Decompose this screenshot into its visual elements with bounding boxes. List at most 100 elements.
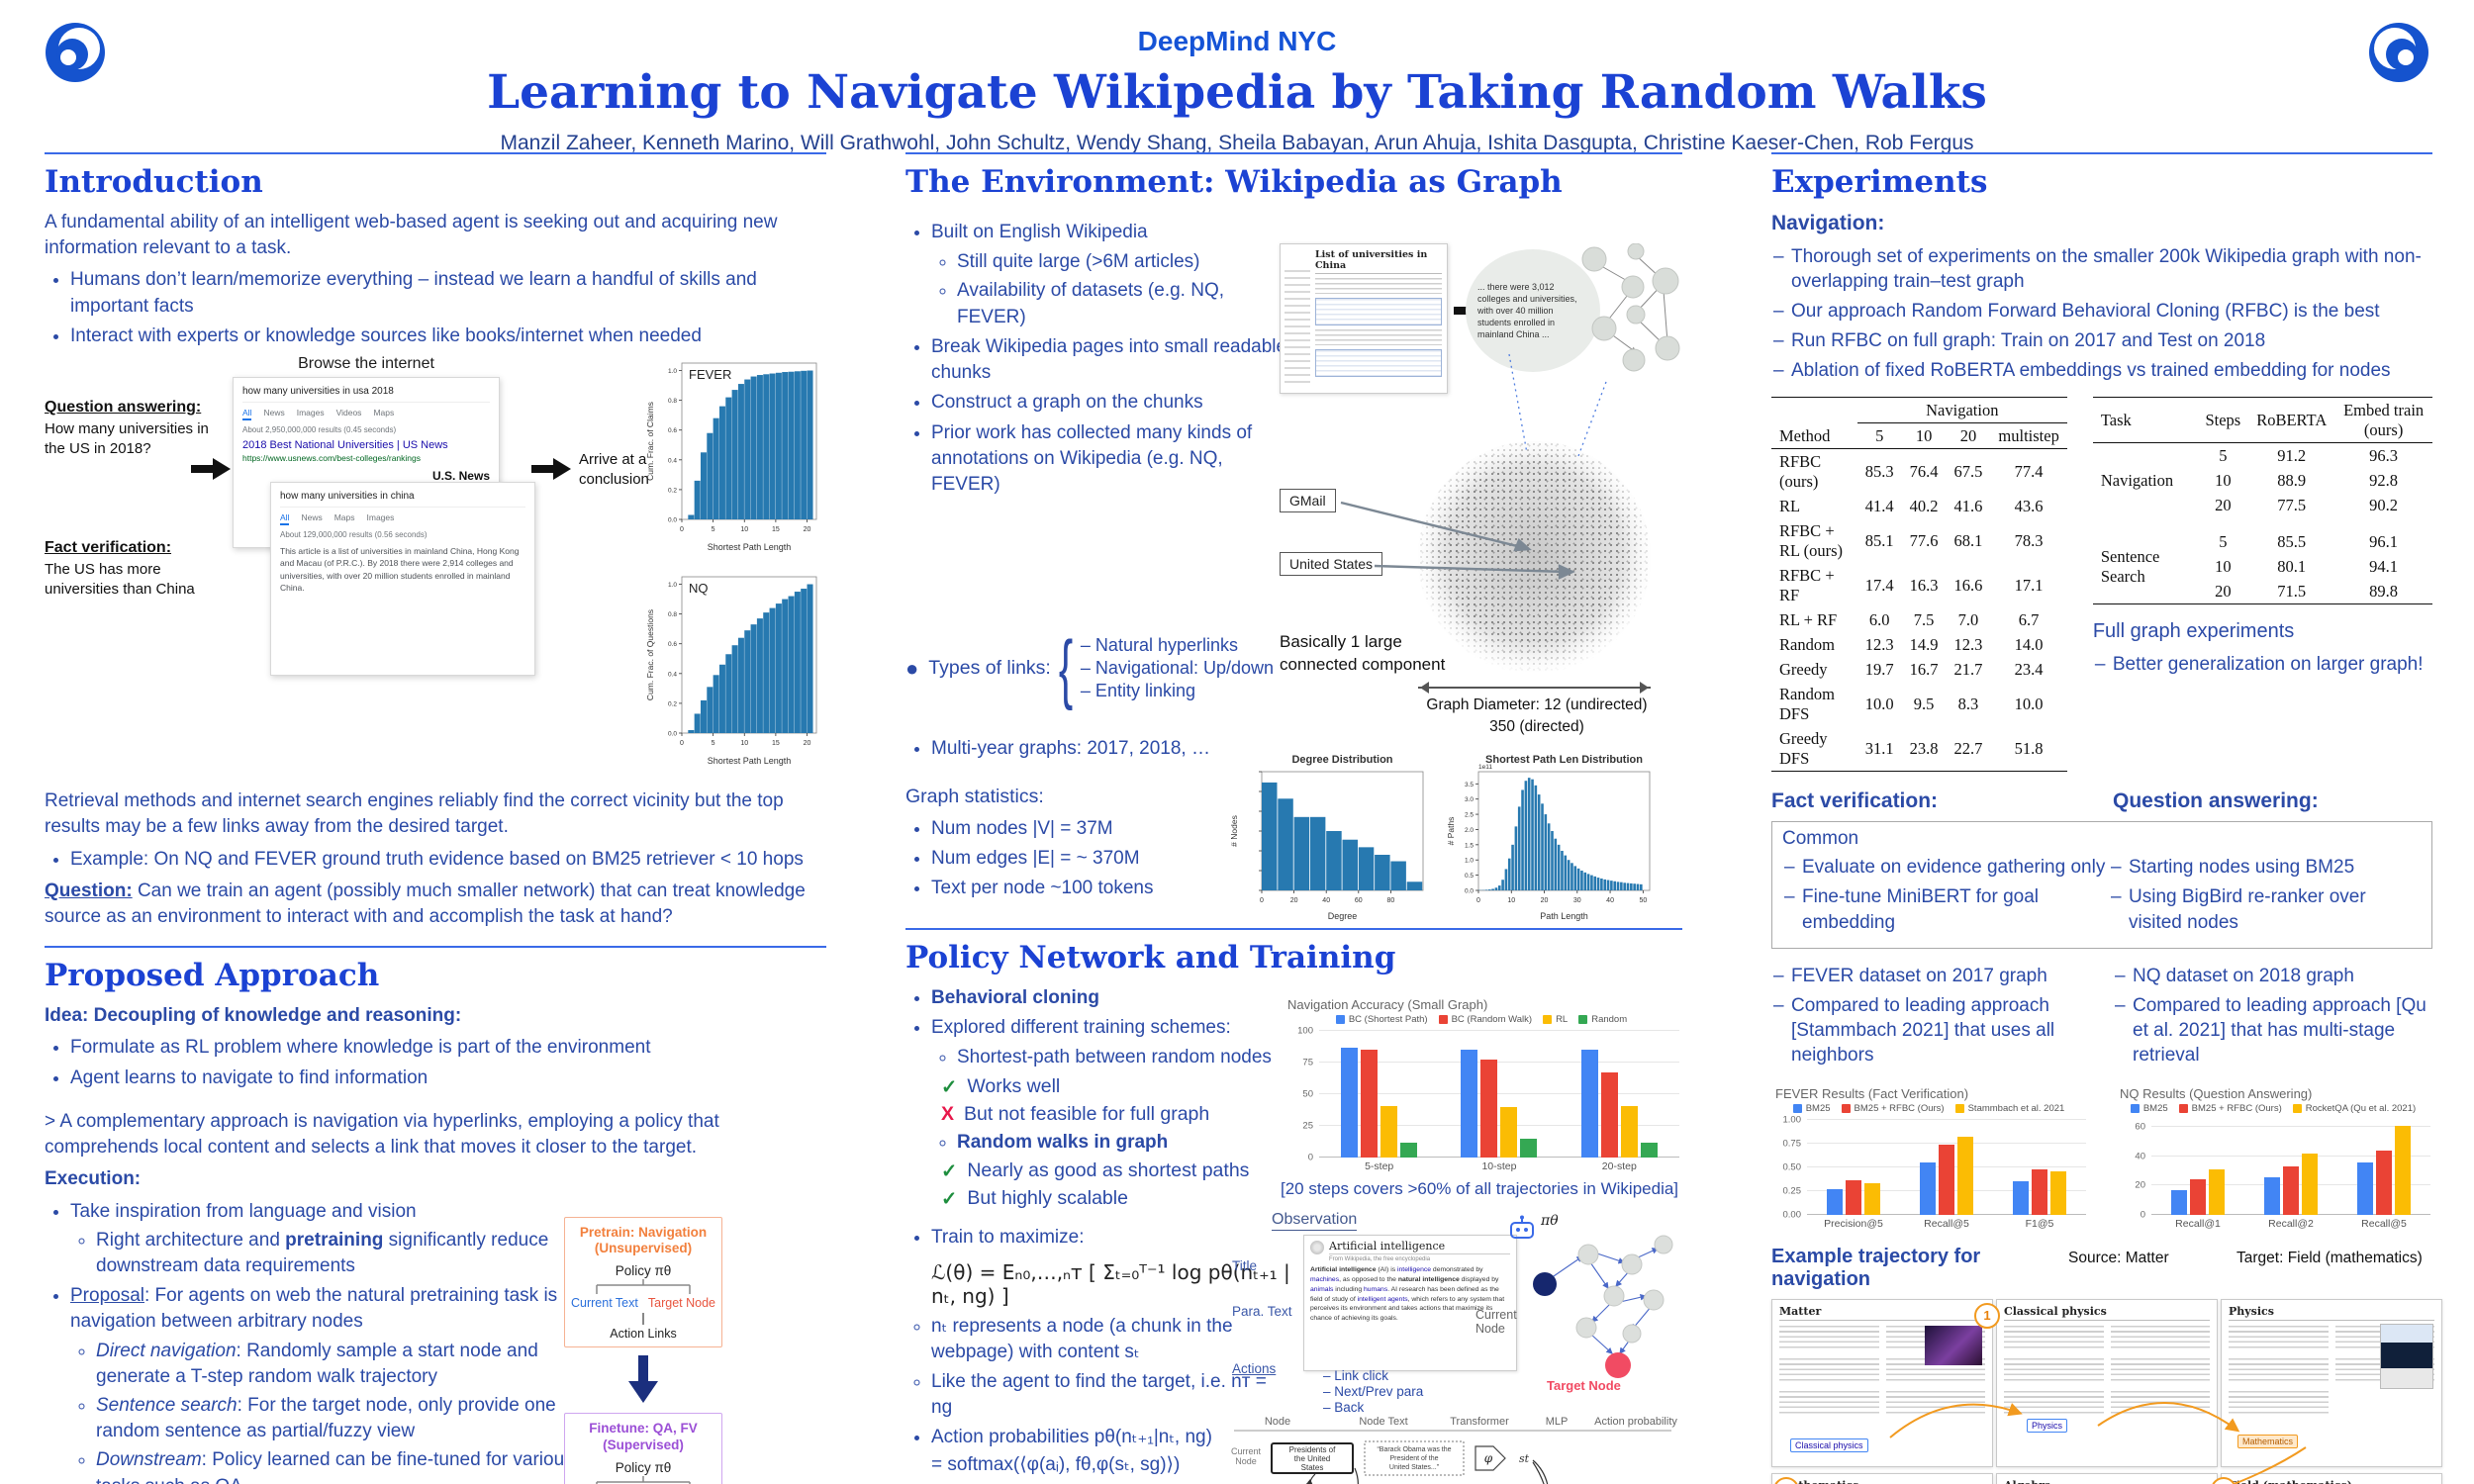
hist-bar — [1567, 860, 1570, 890]
article-image — [1925, 1325, 1982, 1365]
span: Nearly as good as shortest paths — [967, 1159, 1250, 1181]
span: But not feasible for full graph — [964, 1102, 1210, 1125]
div: Classical physics — [1790, 1438, 1868, 1452]
span: Action probabilities pθ(nₜ₊₁|nₜ, ng) — [931, 1426, 1212, 1447]
section-heading-environment: The Environment: Wikipedia as Graph — [905, 164, 1563, 200]
embedding-symbol: st — [1519, 1452, 1530, 1465]
value-cell: 22.7 — [1953, 738, 1983, 758]
wiki-link: intelligence — [1397, 1266, 1432, 1273]
div — [2229, 1325, 2329, 1424]
chart-legend: BM25 BM25 + RFBC (Ours) RocketQA (Qu et al… — [2116, 1103, 2430, 1114]
text: 1e11 — [1478, 764, 1492, 771]
check-icon: ✓ — [941, 1187, 958, 1210]
circle — [60, 49, 76, 65]
div: Fact verification: Question answering: — [1771, 789, 2432, 813]
hist-bar — [1524, 781, 1528, 890]
dash-bullet: Our approach Random Forward Behavioral C… — [1771, 299, 2432, 324]
dash-bullet: Using BigBird re-ranker over visited nod… — [2109, 884, 2422, 934]
hist-bar — [750, 376, 757, 520]
hist-bar — [1326, 831, 1342, 890]
div — [2004, 1357, 2104, 1384]
text: 20 — [1541, 897, 1549, 904]
div: FEVER dataset on 2017 graph Compared to … — [1771, 959, 2113, 1072]
section-rule — [1771, 152, 2432, 154]
full-graph-label: Full graph experiments — [2092, 620, 2295, 643]
search-tab: News — [263, 408, 285, 418]
method-cell: Greedy DFS — [1779, 728, 1828, 768]
line — [1577, 381, 1607, 457]
div: How many universities in the US in 2018? — [45, 420, 209, 457]
span: Target Node — [647, 1296, 715, 1311]
div: ✓ Works well — [941, 1075, 1301, 1099]
ul: Shortest-path between random nodes — [931, 1045, 1301, 1070]
table-row: Greedy DFS 31.1 23.8 22.7 51.8 — [1771, 726, 2067, 772]
legend-label: BC (Random Walk) — [1451, 1014, 1533, 1025]
div: – Back — [1323, 1400, 1365, 1415]
div: FEVER dataset on 2017 graph Compared to … — [1771, 959, 2432, 1072]
hist-bar — [1564, 855, 1568, 890]
legend-swatch — [1543, 1015, 1553, 1024]
text: FEVER — [689, 367, 731, 382]
bar-group — [1560, 1031, 1679, 1158]
hist-bar — [1487, 889, 1491, 890]
gmail-node-label: GMail — [1280, 489, 1336, 512]
hist-bar — [725, 397, 732, 520]
method-cell: Greedy — [1779, 659, 1828, 679]
value-cell: 67.5 — [1953, 461, 1983, 481]
column-header: multistep — [1990, 422, 2067, 450]
search-tab: Images — [296, 408, 325, 418]
value-cell: 68.1 — [1953, 530, 1983, 550]
article-panel-algebra: Algebra Field (mathematics) — [1996, 1472, 2218, 1484]
hist-bar — [1593, 876, 1597, 890]
div — [2110, 1325, 2210, 1424]
bar — [1400, 1142, 1418, 1158]
hist-bar — [1507, 858, 1511, 890]
text: 0 — [680, 740, 684, 747]
hist-bar — [788, 371, 795, 520]
hist-bar — [1636, 883, 1640, 890]
div: U.S. News — [431, 469, 490, 484]
hist-bar — [731, 645, 738, 734]
bar — [2209, 1169, 2225, 1215]
node-text: United States...” — [1389, 1464, 1440, 1471]
table-row: Sentence Search 5 85.5 96.1 — [2093, 529, 2432, 586]
line — [1591, 1301, 1613, 1323]
bar — [1846, 1180, 1861, 1215]
target-node-label: Target Node — [1547, 1378, 1621, 1393]
search-screenshot-china: how many universities in china All News Ma… — [270, 482, 535, 677]
execution-block: Take inspiration from language and visio… — [45, 1199, 826, 1484]
hist-bar — [756, 375, 763, 520]
bullet: Proposal: For agents on web the natural … — [70, 1283, 575, 1484]
fever-cdf-chart: FEVER 0 5 10 15 20 0.0 0.2 0.4 0.6 0.8 1.0 Cum. Frac… — [644, 355, 824, 553]
value-cell: 43.6 — [2014, 496, 2044, 515]
circle — [1603, 1285, 1625, 1307]
hist-bar — [737, 384, 744, 520]
i: Downstream — [96, 1449, 202, 1471]
value-cell: 88.9 — [2277, 470, 2307, 490]
graph-diameter-label: Graph Diameter: 12 (undirected) — [1426, 696, 1648, 713]
path — [1532, 1459, 1549, 1484]
hist-bar — [694, 713, 701, 734]
hist-bar — [794, 371, 801, 520]
circle — [1520, 1215, 1524, 1220]
legend-item: BC (Random Walk) — [1438, 1014, 1533, 1025]
div: Fact verification: — [45, 539, 172, 557]
retrieval-paragraph: Retrieval methods and internet search en… — [45, 790, 784, 838]
gridline — [1319, 1030, 1679, 1031]
path — [1532, 1461, 1545, 1484]
div: Navigation Method 5 10 20 multistep RFBC (ours… — [1771, 397, 2432, 773]
bar — [2283, 1166, 2299, 1215]
hist-bar — [769, 607, 776, 734]
value-cell: 77.6 — [1909, 530, 1939, 550]
circle — [1655, 335, 1680, 361]
hist-bar — [688, 730, 695, 734]
graph-diameter-label2: 350 (directed) — [1489, 718, 1584, 735]
circle — [1622, 1324, 1642, 1344]
degree_dist-plot: Degree Distribution 0 20 40 60 80 # Nodes Degre… — [1229, 754, 1424, 921]
hist-bar — [1278, 798, 1293, 890]
div: Classical physics — [2004, 1305, 2210, 1321]
circle — [1626, 305, 1646, 325]
i: Sentence search — [96, 1395, 238, 1417]
dash-bullet: NQ dataset on 2018 graph — [2113, 964, 2432, 988]
y-tick-label: 0 — [1307, 1152, 1313, 1163]
